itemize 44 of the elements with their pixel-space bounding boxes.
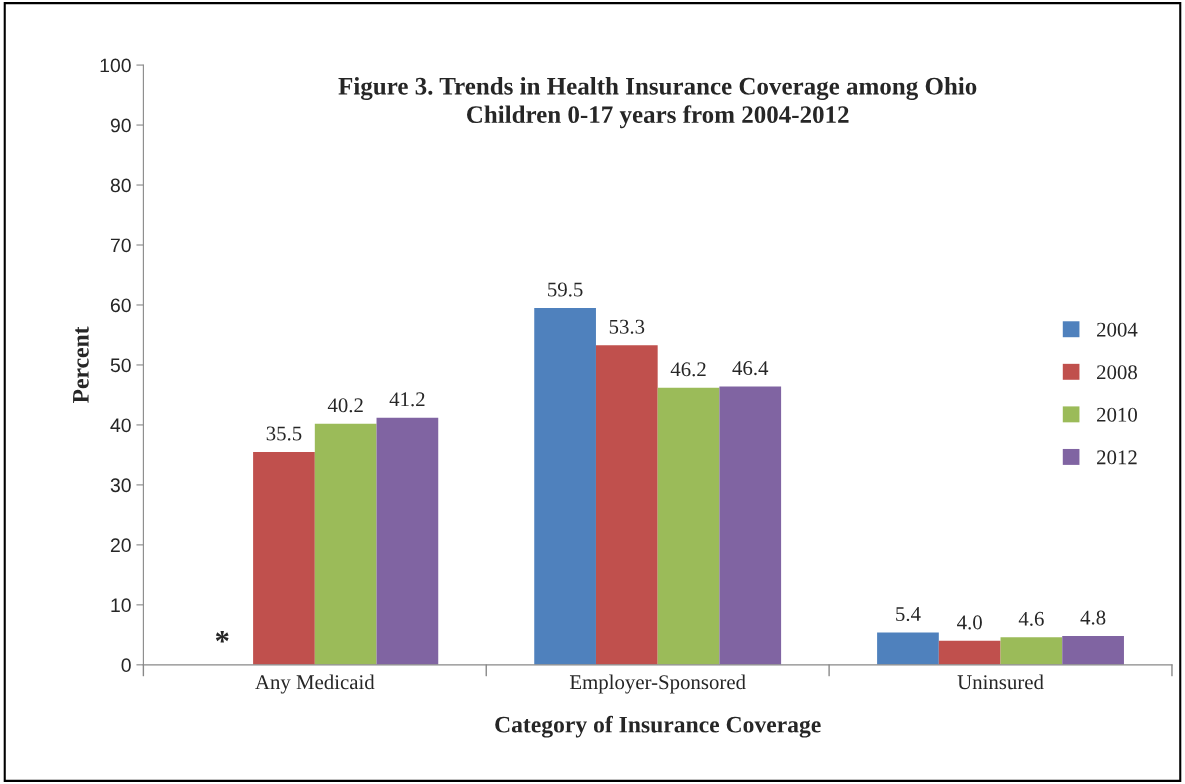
y-tick-label: 20 (110, 538, 131, 553)
bar (1062, 636, 1124, 665)
y-tick-label: 0 (121, 658, 131, 673)
data-label: 5.4 (896, 607, 921, 622)
bar (1000, 637, 1063, 665)
x-tick-label: Employer-Sponsored (569, 674, 746, 694)
data-label: 40.2 (327, 398, 363, 413)
bar (719, 386, 782, 665)
bar (376, 417, 439, 665)
legend-label: 2008 (1097, 365, 1137, 380)
text: * (215, 630, 229, 643)
bar (314, 423, 377, 665)
legend-label: 2010 (1097, 407, 1137, 422)
x-tick-label: Uninsured (957, 674, 1044, 690)
y-tick-label: 80 (110, 178, 131, 193)
bar (253, 451, 315, 665)
y-tick-label: 70 (110, 238, 131, 253)
x-tick-label: Any Medicaid (255, 674, 375, 694)
bar (877, 632, 939, 665)
data-label: 4.0 (957, 615, 982, 630)
data-label: 46.2 (670, 362, 706, 377)
y-tick-label: 30 (110, 478, 131, 493)
legend-label: 2004 (1097, 322, 1138, 337)
bar (534, 307, 596, 665)
bar (938, 640, 1001, 665)
data-label: 59.5 (548, 282, 583, 297)
y-tick-label: 90 (110, 118, 131, 133)
bar (595, 345, 658, 665)
data-label: 35.5 (266, 426, 302, 441)
y-tick-label: 40 (110, 418, 131, 433)
y-tick-label: 100 (100, 58, 131, 73)
y-tick-label: 60 (110, 298, 131, 313)
text: Figure 3. Trends in Health Insurance Coverage among Ohio Children 0-17 years from 2004-2012 (338, 77, 977, 129)
bar (657, 387, 720, 665)
data-label: 4.6 (1018, 611, 1044, 626)
y-axis-title: Percent (73, 326, 89, 404)
y-tick-label: 10 (111, 598, 131, 613)
data-label: 4.8 (1080, 610, 1106, 625)
data-label: 46.4 (732, 361, 769, 376)
data-label: 53.3 (609, 319, 645, 334)
data-label: 41.2 (389, 392, 425, 407)
x-axis-title: Category of Insurance Coverage (495, 715, 821, 738)
legend-label: 2012 (1097, 450, 1137, 465)
y-tick-label: 50 (110, 358, 131, 373)
